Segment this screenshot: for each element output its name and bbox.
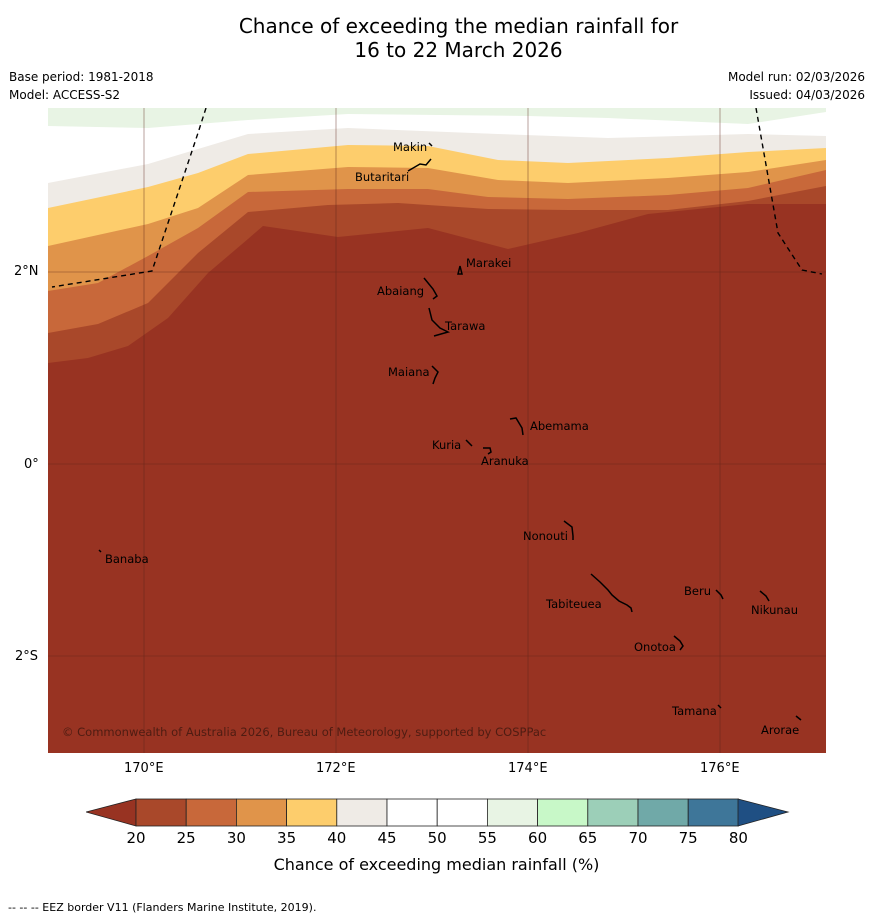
nonouti-island	[563, 520, 574, 540]
band-under-20	[48, 204, 826, 753]
colorbar	[86, 798, 790, 827]
colorbar-tick-label: 75	[678, 829, 698, 847]
label-tarawa: Tarawa	[444, 319, 485, 333]
onotoa-island	[673, 635, 684, 651]
colorbar-swatch	[637, 798, 689, 827]
model-run-date: Model run: 02/03/2026	[727, 70, 865, 84]
eez-border	[51, 108, 823, 288]
label-tamana: Tamana	[671, 704, 717, 718]
nikunau-island	[759, 590, 770, 602]
makin-island	[428, 142, 433, 147]
tamana-island	[717, 704, 722, 709]
colorbar-tick-label: 25	[176, 829, 196, 847]
aranuka-island	[483, 447, 492, 455]
map-plot: Makin Butaritari Marakei Abaiang Tarawa …	[48, 108, 826, 753]
label-nonouti: Nonouti	[523, 529, 568, 543]
colorbar-tick-label: 30	[226, 829, 246, 847]
colorbar-swatch	[235, 798, 287, 827]
colorbar-tick-label: 45	[377, 829, 397, 847]
abemama-island	[509, 417, 524, 436]
eez-footnote: -- -- -- EEZ border V11 (Flanders Marine…	[8, 901, 317, 914]
colorbar-tick-label: 20	[126, 829, 146, 847]
y-tick-2s: 2°S	[15, 649, 39, 664]
colorbar-tick-label: 70	[628, 829, 648, 847]
colorbar-tick-label: 40	[327, 829, 347, 847]
colorbar-swatch	[135, 798, 187, 827]
label-abemama: Abemama	[530, 419, 589, 433]
y-tick-0: 0°	[24, 457, 39, 472]
maiana-island	[431, 365, 439, 385]
colorbar-tick-label: 65	[578, 829, 598, 847]
colorbar-tick-label: 35	[277, 829, 297, 847]
copyright-notice: © Commonwealth of Australia 2026, Bureau…	[62, 725, 546, 739]
colorbar-ticks: 20 25 30 35 40 45 50 55 60 65 70 75 80	[0, 829, 873, 849]
label-arorae: Arorae	[761, 723, 799, 737]
label-onotoa: Onotoa	[634, 640, 676, 654]
colorbar-under-arrow	[86, 798, 137, 827]
colorbar-swatch	[537, 798, 589, 827]
chart-title-line2: 16 to 22 March 2026	[354, 38, 563, 62]
y-tick-2n: 2°N	[14, 264, 39, 279]
label-tabiteuea: Tabiteuea	[545, 597, 602, 611]
colorbar-swatch	[436, 798, 488, 827]
colorbar-tick-label: 60	[528, 829, 548, 847]
colorbar-swatch	[336, 798, 388, 827]
label-marakei: Marakei	[466, 256, 511, 270]
label-nikunau: Nikunau	[751, 603, 798, 617]
x-tick-172e: 172°E	[316, 761, 356, 776]
label-maiana: Maiana	[388, 365, 430, 379]
colorbar-tick-label: 50	[427, 829, 447, 847]
colorbar-over-arrow	[737, 798, 790, 827]
label-butaritari: Butaritari	[355, 170, 409, 184]
x-tick-170e: 170°E	[124, 761, 164, 776]
label-abaiang: Abaiang	[377, 284, 424, 298]
label-banaba: Banaba	[105, 552, 149, 566]
island-labels: Makin Butaritari Marakei Abaiang Tarawa …	[105, 140, 799, 737]
tabiteuea-island	[590, 573, 633, 613]
x-tick-174e: 174°E	[508, 761, 548, 776]
label-beru: Beru	[684, 584, 711, 598]
colorbar-swatch	[486, 798, 538, 827]
colorbar-swatches	[135, 798, 739, 827]
map-gridlines	[48, 108, 826, 753]
chart-title-line1: Chance of exceeding the median rainfall …	[238, 14, 679, 38]
colorbar-tick-label: 55	[477, 829, 497, 847]
colorbar-swatch	[687, 798, 739, 827]
abaiang-island	[423, 277, 438, 300]
banaba-island	[98, 549, 102, 553]
beru-island	[715, 589, 724, 600]
colorbar-swatch	[587, 798, 639, 827]
issued-date: Issued: 04/03/2026	[749, 88, 865, 102]
base-period: Base period: 1981-2018	[9, 70, 154, 84]
island-outlines	[98, 142, 802, 721]
colorbar-label: Chance of exceeding median rainfall (%)	[273, 855, 600, 874]
butaritari-island	[407, 158, 432, 172]
model-name: Model: ACCESS-S2	[9, 88, 121, 102]
label-makin: Makin	[393, 140, 427, 154]
colorbar-swatch	[286, 798, 338, 827]
kuria-island	[465, 439, 473, 447]
label-aranuka: Aranuka	[481, 454, 529, 468]
arorae-island	[795, 715, 802, 721]
x-tick-176e: 176°E	[700, 761, 740, 776]
tarawa-island	[428, 307, 451, 337]
colorbar-swatch	[386, 798, 438, 827]
colorbar-tick-label: 80	[728, 829, 748, 847]
colorbar-swatch	[185, 798, 237, 827]
label-kuria: Kuria	[432, 438, 461, 452]
marakei-island	[457, 265, 463, 275]
